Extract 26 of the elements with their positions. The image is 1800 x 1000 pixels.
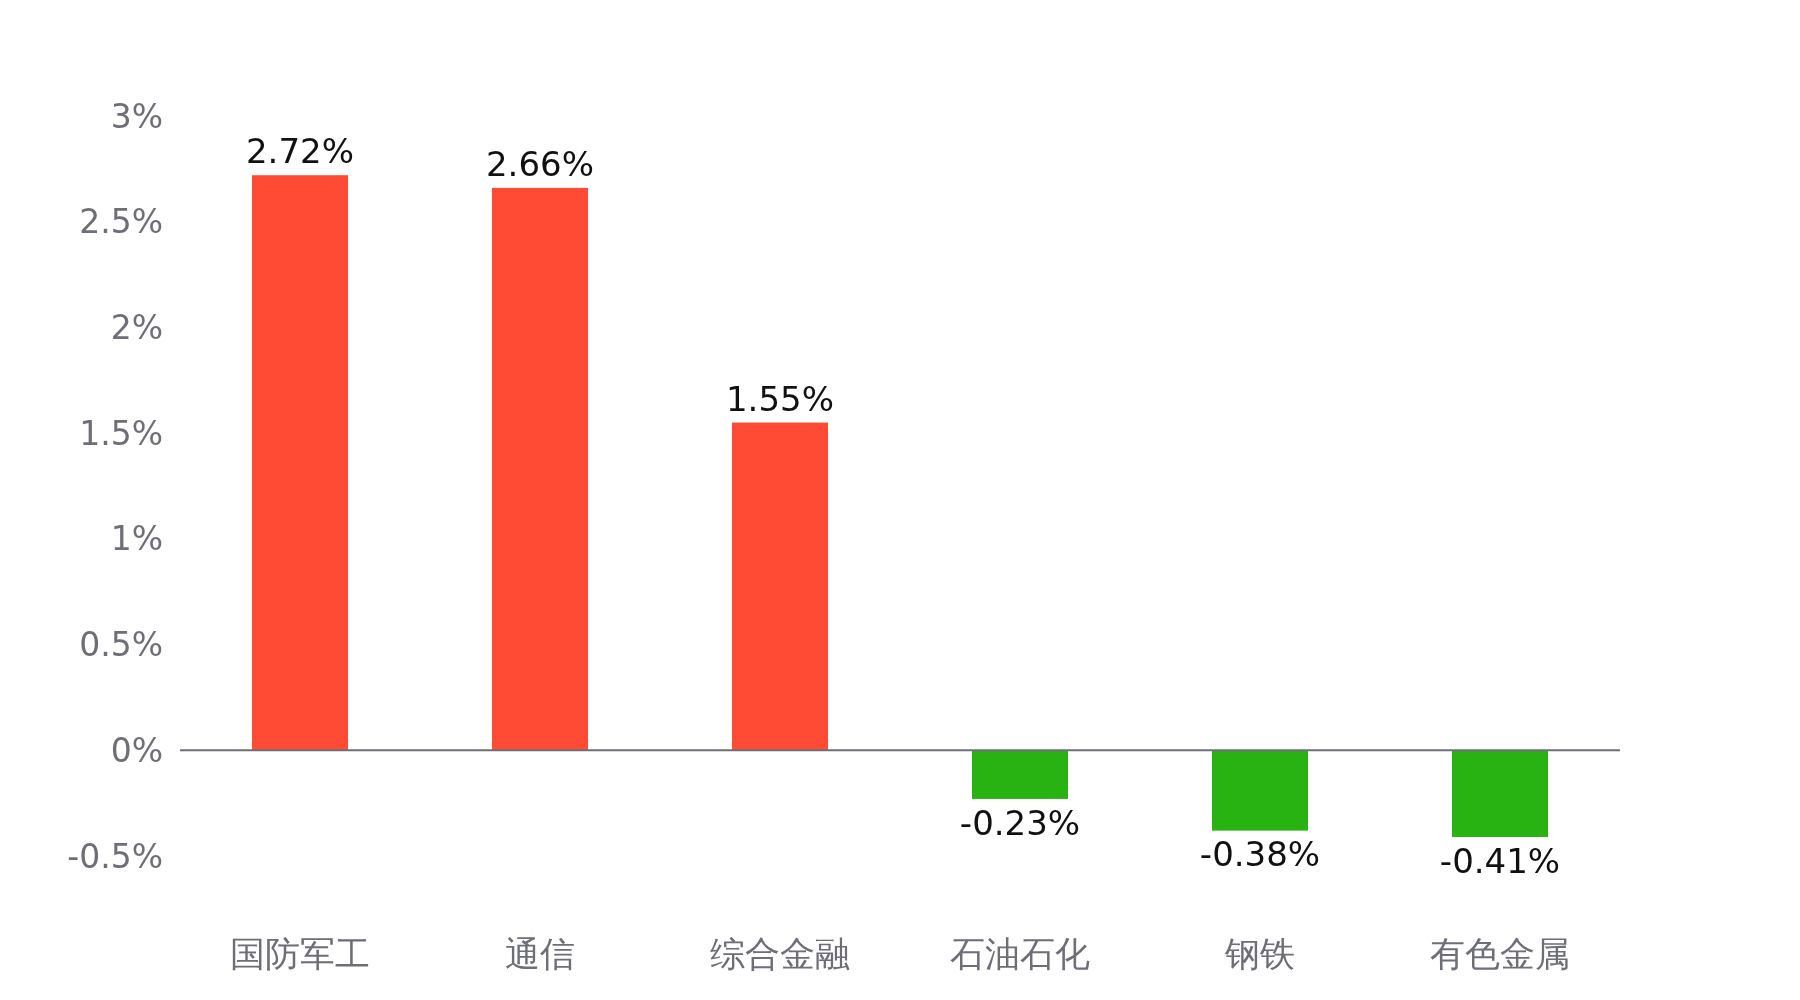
y-tick-label: 1% [110, 519, 163, 559]
bar [1212, 750, 1308, 831]
x-tick-label: 有色金属 [1430, 934, 1570, 974]
bar [492, 187, 588, 751]
bar [252, 175, 348, 751]
bar [1452, 750, 1548, 837]
x-tick-label: 石油石化 [950, 934, 1090, 974]
y-tick-label: 1.5% [79, 413, 163, 453]
data-label: -0.23% [959, 802, 1081, 843]
data-label: -0.38% [1199, 834, 1321, 875]
data-label: 2.66% [485, 143, 595, 184]
y-tick-label: 2.5% [79, 202, 163, 242]
data-label: -0.41% [1439, 840, 1561, 881]
x-tick-label: 国防军工 [230, 934, 370, 974]
y-tick-label: 3% [110, 96, 163, 136]
x-tick-label: 通信 [505, 934, 575, 974]
x-tick-label: 钢铁 [1224, 934, 1295, 974]
bar [972, 750, 1068, 799]
y-tick-label: 2% [110, 307, 163, 347]
x-tick-label: 综合金融 [710, 934, 850, 974]
y-tick-label: -0.5% [67, 836, 163, 876]
bar [732, 422, 828, 751]
y-tick-label: 0% [110, 730, 163, 770]
y-tick-label: 0.5% [79, 625, 163, 665]
data-label: 1.55% [725, 378, 835, 419]
data-label: 2.72% [245, 131, 355, 172]
